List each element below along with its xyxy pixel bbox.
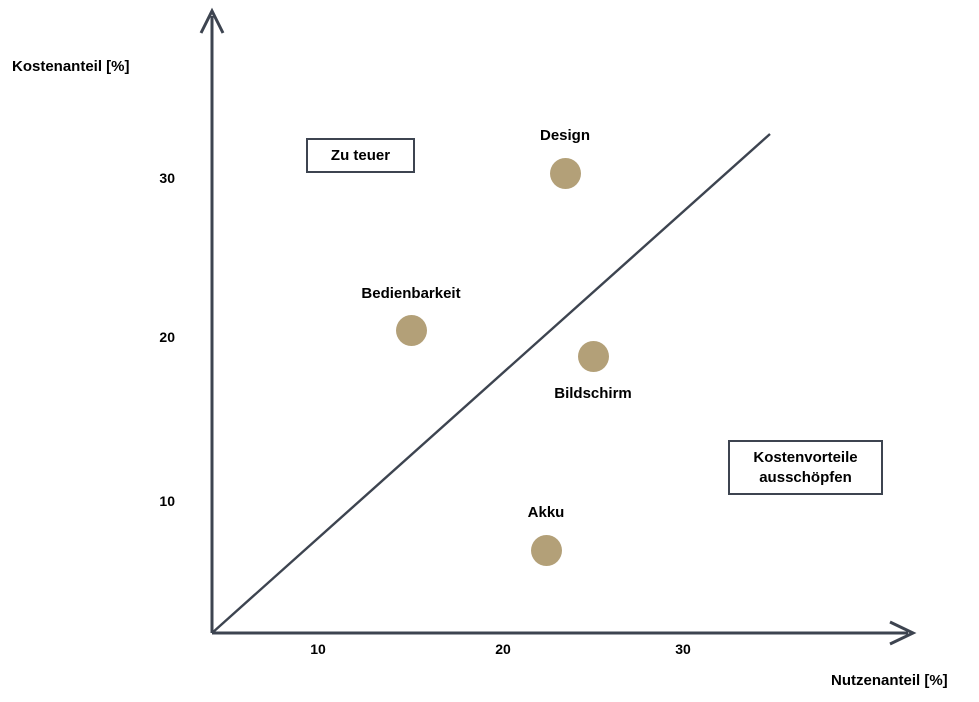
y-axis-arrow-icon <box>199 7 225 34</box>
x-axis-label: Nutzenanteil [%] <box>831 672 948 689</box>
data-label-design: Design <box>539 127 590 144</box>
data-label-akku: Akku <box>527 504 565 521</box>
diagonal-parity-line <box>211 133 771 634</box>
y-tick-30: 30 <box>159 170 175 186</box>
data-label-bildschirm: Bildschirm <box>554 385 632 402</box>
x-tick-10: 10 <box>310 641 326 657</box>
data-point-bedienbarkeit[interactable] <box>396 315 427 346</box>
x-axis-arrow-icon <box>889 620 917 646</box>
x-tick-30: 30 <box>675 641 691 657</box>
data-label-bedienbarkeit: Bedienbarkeit <box>361 285 461 302</box>
data-point-bildschirm[interactable] <box>578 341 609 372</box>
data-point-design[interactable] <box>550 158 581 189</box>
y-tick-10: 10 <box>159 493 175 509</box>
callout-zu-teuer: Zu teuer <box>306 138 415 173</box>
data-point-akku[interactable] <box>531 535 562 566</box>
x-tick-20: 20 <box>495 641 511 657</box>
y-tick-20: 20 <box>159 329 175 345</box>
y-axis-label: Kostenanteil [%] <box>12 58 130 75</box>
callout-kostenvorteile-ausschoepfen: Kostenvorteile ausschöpfen <box>728 440 883 495</box>
